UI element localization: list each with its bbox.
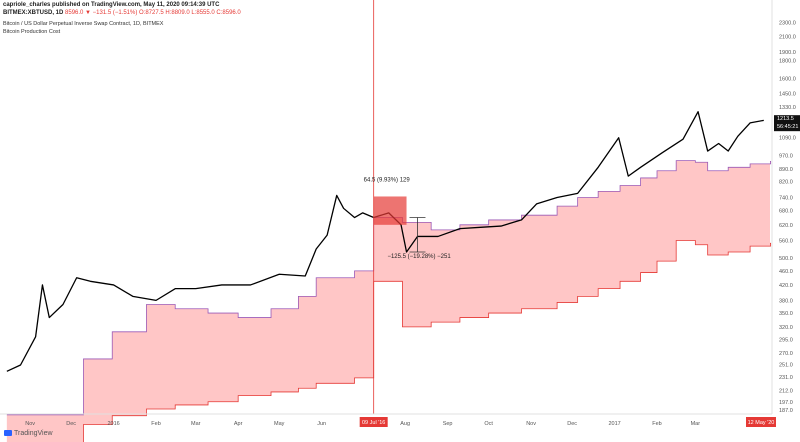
time-tick-label: Mar: [691, 421, 701, 427]
tradingview-logo-icon: [4, 430, 12, 436]
price-tick-label: 1800.0: [779, 58, 796, 64]
production-cost-fill: [6, 160, 771, 442]
time-tick-label: Oct: [484, 421, 493, 427]
production-cost-lower-line: [83, 240, 772, 442]
price-tick-label: 320.0: [779, 325, 793, 331]
gain-measure-label: 64.5 (9.93%) 129: [364, 178, 411, 184]
price-tick-label: 420.0: [779, 283, 793, 289]
price-tick-label: 970.0: [779, 154, 793, 160]
chart-title: Bitcoin / US Dollar Perpetual Inverse Sw…: [3, 21, 164, 27]
time-tick-label: Feb: [151, 421, 160, 427]
time-tick-label: Nov: [25, 421, 35, 427]
price-tick-label: 1900.0: [779, 50, 796, 56]
price-tick-label: 1600.0: [779, 76, 796, 82]
watermark-text: TradingView: [14, 430, 53, 437]
price-tick-label: 1450.0: [779, 92, 796, 98]
publisher-credit: capriole_charles published on TradingVie…: [3, 2, 220, 8]
last-price-tag: [774, 115, 800, 132]
price-tick-label: 380.0: [779, 298, 793, 304]
price-tick-label: 295.0: [779, 337, 793, 343]
production-cost-upper-line: [6, 160, 772, 416]
price-tick-label: 1090.0: [779, 136, 796, 142]
price-tick-label: 500.0: [779, 256, 793, 262]
time-axis: Nov Dec 2016 Feb Mar Apr May Jun Aug Sep Oct Nov Dec…: [0, 413, 776, 427]
date-marker-label: 09 Jul '16: [362, 420, 385, 426]
price-axis: 187.0 197.0 212.0 231.0 251.0 270.0 295.0 320.0…: [771, 0, 800, 414]
time-tick-label: 2017: [608, 421, 620, 427]
production-cost-band: [6, 160, 772, 442]
price-tick-label: 560.0: [779, 239, 793, 245]
gain-measure-box: [373, 196, 407, 225]
price-tick-label: 620.0: [779, 223, 793, 229]
time-tick-label: Apr: [234, 421, 243, 427]
price-tick-label: 820.0: [779, 180, 793, 186]
drop-measure-label: −125.5 (−19.28%) −251: [387, 254, 451, 260]
date-marker-box: [359, 417, 388, 427]
countdown-label: 56:45:21: [777, 124, 798, 130]
symbol-label: BITMEX:XBTUSD, 1D: [3, 10, 64, 16]
time-tick-label: Feb: [652, 421, 661, 427]
price-tick-label: 350.0: [779, 311, 793, 317]
time-tick-label: Dec: [567, 421, 577, 427]
ticker-line: BITMEX:XBTUSD, 1D 8596.0 ▼ −131.5 (−1.51…: [3, 10, 241, 16]
time-tick-label: Jun: [317, 421, 326, 427]
last-date-label: 12 May '20: [748, 420, 775, 426]
tradingview-watermark: TradingView: [4, 430, 53, 437]
price-tick-label: 740.0: [779, 196, 793, 202]
price-tick-label: 1330.0: [779, 105, 796, 111]
time-tick-label: Mar: [191, 421, 201, 427]
time-tick-label: Dec: [66, 421, 76, 427]
time-tick-label: 2016: [107, 421, 119, 427]
time-tick-label: May: [274, 421, 285, 427]
time-tick-label: Aug: [400, 421, 410, 427]
price-tick-label: 212.0: [779, 388, 793, 394]
price-tick-label: 2100.0: [779, 35, 796, 41]
price-tick-label: 270.0: [779, 351, 793, 357]
annotations: 64.5 (9.93%) 129 −125.5 (−19.28%) −251: [364, 178, 452, 260]
price-tick-label: 2300.0: [779, 20, 796, 26]
price-tick-label: 680.0: [779, 209, 793, 215]
price-tick-label: 197.0: [779, 400, 793, 406]
time-tick-label: Sep: [443, 421, 453, 427]
price-tick-label: 890.0: [779, 167, 793, 173]
last-price-label: 1213.5: [777, 116, 794, 122]
price-tick-label: 231.0: [779, 375, 793, 381]
time-tick-label: Nov: [526, 421, 536, 427]
price-tick-label: 187.0: [779, 408, 793, 414]
price-tick-label: 460.0: [779, 269, 793, 275]
last-date-box: [746, 417, 776, 427]
ohlc-values: 8596.0 ▼ −131.5 (−1.51%) O:8727.5 H:8809…: [65, 10, 241, 16]
price-tick-label: 251.0: [779, 362, 793, 368]
indicator-name: Bitcoin Production Cost: [3, 29, 61, 35]
